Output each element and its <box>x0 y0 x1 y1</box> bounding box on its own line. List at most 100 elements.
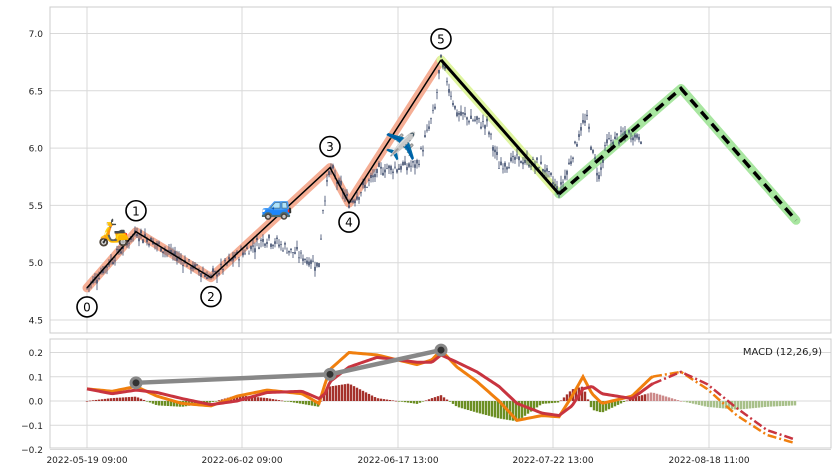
x-tick-labels: 2022-05-19 09:00 2022-06-02 09:00 2022-06-… <box>46 456 749 466</box>
macd-hist-bar <box>682 401 686 402</box>
candle-body <box>404 161 406 165</box>
macd-hist-bar <box>127 397 131 401</box>
candle-body <box>588 126 590 129</box>
candle-body <box>366 186 368 188</box>
candle-body <box>416 160 418 164</box>
macd-hist-bar <box>169 401 173 407</box>
candle-body <box>362 181 364 186</box>
candle-body <box>400 166 402 170</box>
macd-hist-bar <box>256 397 260 401</box>
macd-hist-bar <box>208 401 212 403</box>
macd-hist-bar <box>658 394 662 401</box>
candle-body <box>350 201 352 203</box>
macd-hist-bar <box>541 401 545 404</box>
macd-hist-bar <box>175 401 179 407</box>
macd-hist-bar <box>763 401 767 408</box>
macd-hist-bar <box>517 401 521 420</box>
candle-body <box>336 181 338 184</box>
candle-body <box>244 253 246 255</box>
candle-body <box>586 114 588 117</box>
macd-hist-bar <box>778 401 782 407</box>
macd-hist-bar <box>745 401 749 409</box>
candle-body <box>310 260 312 264</box>
macd-hist-bar <box>502 401 506 420</box>
macd-hist-bar <box>364 392 368 401</box>
macd-hist-bar <box>355 387 359 401</box>
candle-body <box>574 141 576 144</box>
candle-body <box>434 106 436 109</box>
candle-body <box>222 269 224 270</box>
macd-hist-bar <box>649 392 653 401</box>
emoji-marker: ✈️ <box>385 130 417 162</box>
candle-body <box>612 141 614 145</box>
macd-hist-bar <box>688 401 692 404</box>
candle-body <box>528 164 530 167</box>
candle-body <box>566 170 568 175</box>
candle-body <box>438 70 440 74</box>
candle-body <box>408 163 410 167</box>
macd-hist-bar <box>130 396 134 401</box>
macd-tick-label: −0.2 <box>21 446 43 456</box>
candle-body <box>476 116 478 120</box>
candle-body <box>614 136 616 140</box>
macd-hist-bar <box>664 396 668 401</box>
candle-body <box>372 175 374 178</box>
macd-hist-bar <box>484 401 488 416</box>
x-tick-label: 2022-06-02 09:00 <box>201 456 282 466</box>
macd-hist-bar <box>211 401 215 402</box>
macd-hist-bar <box>697 401 701 406</box>
macd-hist-bar <box>286 401 290 402</box>
candle-body <box>124 237 126 240</box>
candle-body <box>564 175 566 179</box>
candle-body <box>418 163 420 166</box>
candle-body <box>182 265 184 267</box>
candle-body <box>414 164 416 168</box>
macd-hist-bar <box>562 397 566 401</box>
macd-lines <box>86 347 796 445</box>
macd-hist-bar <box>646 393 650 401</box>
macd-hist-bar <box>595 401 599 412</box>
macd-hist-bar <box>586 399 590 401</box>
macd-hist-bar <box>475 401 479 413</box>
candle-body <box>388 165 390 169</box>
candle-body <box>584 120 586 123</box>
macd-hist-bar <box>727 401 731 409</box>
macd-title: MACD (12,26,9) <box>743 347 822 358</box>
macd-hist-bar <box>154 401 158 405</box>
macd-hist-bar <box>283 401 287 402</box>
candle-body <box>218 273 220 275</box>
candle-body <box>86 287 88 289</box>
macd-hist-bar <box>88 400 92 402</box>
candle-body <box>270 244 272 247</box>
macd-hist-bar <box>733 401 737 410</box>
candle-body <box>550 172 552 176</box>
macd-hist-bar <box>511 401 515 421</box>
macd-hist-bar <box>718 401 722 409</box>
candle-body <box>568 162 570 165</box>
signal-line-projection <box>652 370 796 441</box>
macd-hist-bar <box>325 388 329 401</box>
candle-body <box>248 253 250 255</box>
macd-hist-bar <box>307 401 311 406</box>
candle-body <box>410 165 412 167</box>
candle-body <box>158 242 160 244</box>
candle-body <box>378 163 380 167</box>
x-tick-label: 2022-07-22 13:00 <box>512 456 593 466</box>
candle-body <box>340 180 342 185</box>
candle-body <box>618 141 620 144</box>
macd-hist-bar <box>523 401 527 416</box>
candle-body <box>352 200 354 203</box>
macd-hist-bar <box>433 397 437 401</box>
x-tick-label: 2022-06-17 13:00 <box>357 456 438 466</box>
candle-body <box>398 168 400 170</box>
macd-hist-bar <box>385 399 389 401</box>
candle-body <box>98 278 100 279</box>
macd-hist-bar <box>520 401 524 418</box>
candle-body <box>260 239 262 241</box>
candle-body <box>412 161 414 163</box>
candle-body <box>116 248 118 251</box>
candle-body <box>446 81 448 83</box>
candle-body <box>220 263 222 265</box>
macd-hist-bar <box>508 401 512 421</box>
